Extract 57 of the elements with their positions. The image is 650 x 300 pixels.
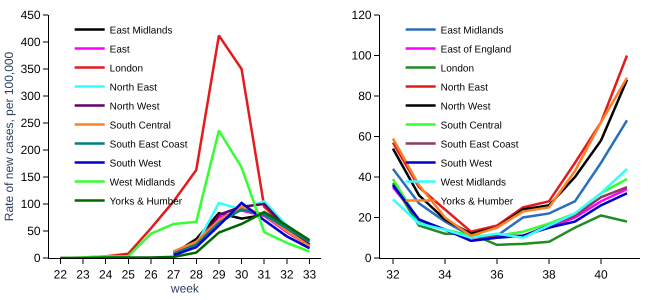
- legend-label: South West: [440, 158, 492, 170]
- legend-label: London: [440, 63, 474, 74]
- legend-label: West Midlands: [110, 177, 176, 188]
- legend-label: East: [110, 44, 130, 56]
- y-tick-label: 100: [20, 197, 41, 212]
- legend-label: North East: [110, 82, 158, 94]
- legend-label: South East Coast: [440, 139, 519, 150]
- x-tick-label: 22: [54, 267, 68, 282]
- legend-label: South Central: [110, 120, 171, 132]
- legend-label: East Midlands: [110, 25, 172, 36]
- x-tick-label: 24: [98, 267, 113, 282]
- legend-label: North West: [440, 101, 491, 112]
- line-series: [59, 210, 311, 258]
- y-tick-label: 300: [20, 89, 41, 104]
- x-tick-label: 27: [166, 267, 181, 282]
- legend-label: West Midlands: [440, 177, 506, 188]
- y-tick-label: 60: [358, 130, 372, 144]
- x-tick-label: 26: [144, 267, 158, 282]
- y-tick-label: 350: [20, 62, 41, 76]
- x-tick-label: 28: [190, 267, 204, 282]
- x-tick-label: 36: [490, 267, 504, 282]
- x-tick-label: 38: [542, 267, 556, 282]
- y-tick-label: 20: [358, 210, 372, 225]
- y-tick-label: 200: [20, 143, 41, 158]
- y-tick-label: 40: [358, 170, 372, 184]
- line-series: [392, 168, 628, 239]
- y-tick-label: 50: [27, 224, 41, 238]
- legend-label: South East Coast: [110, 139, 188, 150]
- x-tick-label: 31: [258, 267, 272, 282]
- x-tick-label: 23: [76, 267, 90, 282]
- y-tick-label: 400: [20, 35, 41, 50]
- x-tick-label: 30: [234, 267, 249, 282]
- x-tick-label: 34: [438, 267, 452, 282]
- y-tick-label: 0: [34, 251, 41, 266]
- legend-label: North East: [440, 82, 488, 94]
- x-tick-label: 40: [594, 267, 608, 282]
- legend-label: North West: [110, 101, 160, 112]
- x-tick-label: 29: [212, 267, 226, 282]
- y-axis-title: Rate of new cases, per 100,000: [2, 51, 16, 222]
- x-tick-label: 33: [302, 267, 317, 282]
- x-tick-label: 32: [280, 267, 294, 282]
- y-tick-label: 80: [358, 89, 372, 104]
- x-tick-label: 32: [386, 267, 400, 282]
- legend-label: London: [110, 63, 144, 74]
- legend-label: South Central: [440, 120, 502, 132]
- legend-label: East Midlands: [440, 25, 504, 36]
- y-tick-label: 250: [20, 116, 41, 130]
- y-tick-label: 100: [352, 48, 372, 63]
- y-tick-label: 0: [364, 251, 372, 266]
- legend-label: Yorks & Humber: [440, 196, 514, 208]
- y-tick-label: 450: [20, 8, 41, 22]
- legend-label: East of England: [440, 44, 512, 56]
- x-tick-label: 25: [122, 267, 136, 282]
- legend-label: South West: [110, 158, 162, 170]
- x-axis-title: week: [170, 281, 200, 296]
- y-tick-label: 120: [352, 8, 372, 22]
- y-tick-label: 150: [20, 170, 41, 184]
